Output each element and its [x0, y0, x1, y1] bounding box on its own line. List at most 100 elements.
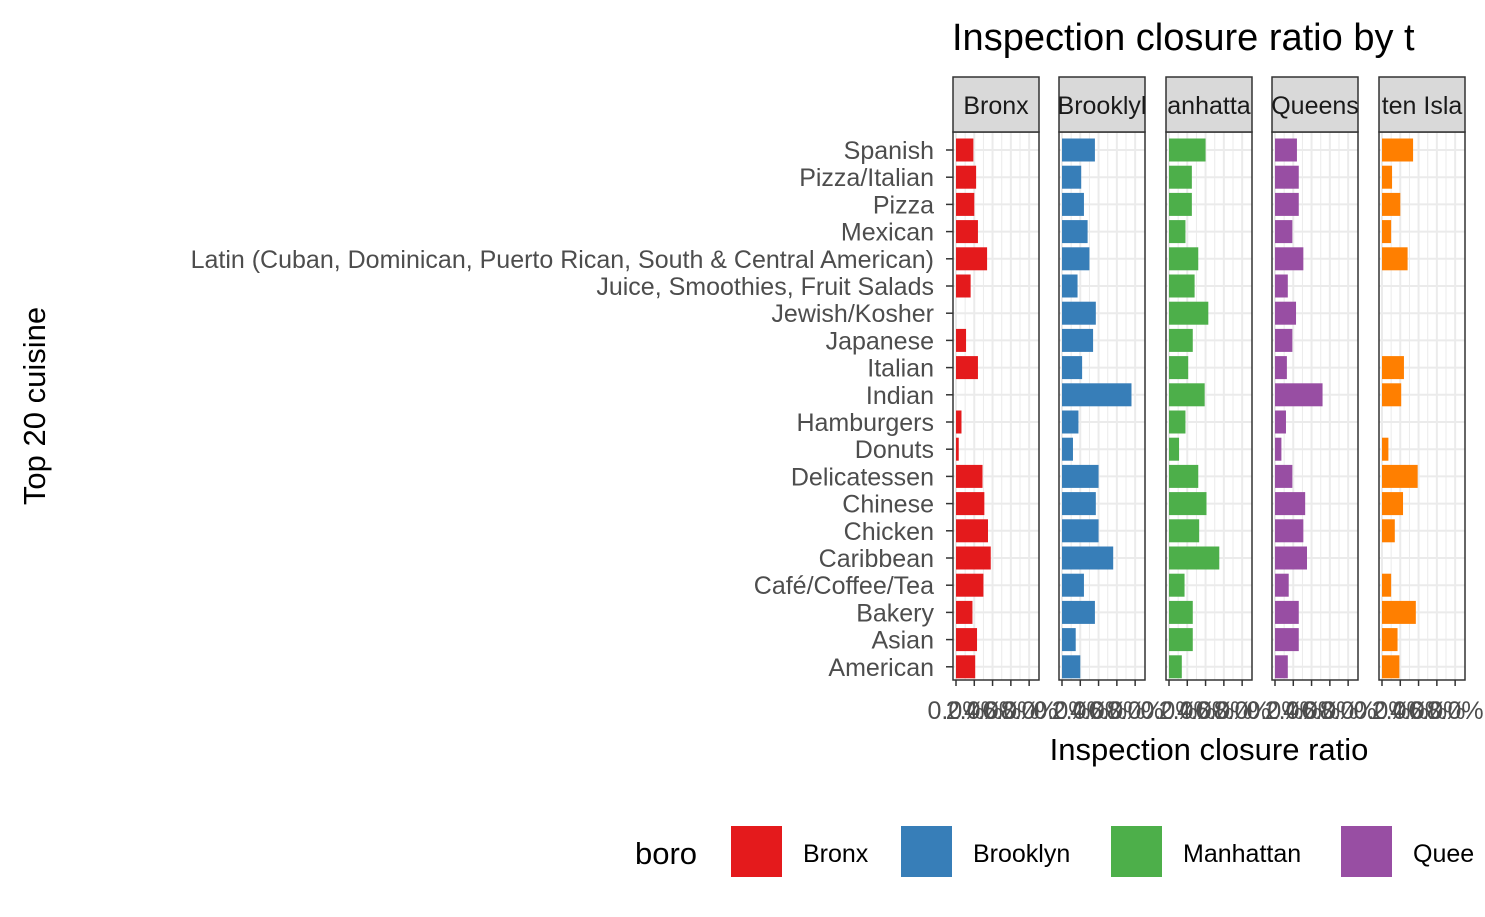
bar [1062, 410, 1079, 434]
legend-key [731, 826, 782, 877]
x-tick-label: 6.0% [1088, 697, 1145, 725]
bar [1275, 383, 1323, 407]
bar [1275, 356, 1287, 380]
bar [1062, 192, 1084, 216]
y-tick-label: Bakery [856, 599, 934, 627]
y-tick-label: Delicatessen [791, 463, 934, 491]
bar [1169, 492, 1207, 516]
x-axis-ticks: 0.0%2.0%4.0%6.0%8.0% [1141, 680, 1271, 725]
legend-label: Bronx [803, 840, 869, 868]
bar [1275, 274, 1288, 298]
facet-panel: anhatta 0.0%2.0%4.0%6.0%8.0% [1141, 76, 1271, 725]
legend-label: Brooklyn [973, 840, 1070, 868]
bar [1382, 600, 1416, 624]
y-tick-label: Café/Coffee/Tea [754, 572, 934, 600]
bar [1275, 600, 1299, 624]
x-tick-label: 6.0% [1195, 697, 1252, 725]
bar [1275, 546, 1307, 570]
facet-panel: Brooklyl 0.0%2.0%4.0%6.0%8.0% [1034, 76, 1164, 725]
x-tick-label: 6.0% [1408, 697, 1465, 725]
bar [1275, 301, 1297, 325]
bar [956, 492, 985, 516]
x-tick-label: 6.0% [982, 697, 1039, 725]
bar [1062, 165, 1082, 189]
legend-key [1341, 826, 1392, 877]
legend-label: Manhattan [1183, 840, 1301, 868]
x-axis-ticks: 0.0%2.0%4.0%6.0%8.0% [928, 680, 1058, 725]
facet-strip [1165, 76, 1253, 133]
facet-strip [952, 76, 1040, 133]
bar [956, 573, 984, 597]
facet-panel: Bronx 0.0%2.0%4.0%6.0%8.0% [928, 76, 1058, 725]
x-axis-ticks: 0.0%2.0%4.0%6.0%8.0% [1247, 680, 1377, 725]
chart-title: Inspection closure ratio by t [952, 17, 1415, 59]
bar [1169, 573, 1185, 597]
x-tick-label: 2.0% [1052, 697, 1109, 725]
bar [1382, 492, 1404, 516]
y-tick-label: Jewish/Kosher [771, 300, 934, 328]
y-tick-label: Spanish [844, 137, 934, 165]
bar [1169, 383, 1205, 407]
y-tick-label: Indian [866, 382, 934, 410]
bar [1169, 519, 1200, 543]
bar [956, 247, 988, 271]
x-tick-label: 4.0% [1390, 697, 1447, 725]
bar [1062, 138, 1095, 162]
x-tick-label: 4.0% [1177, 697, 1234, 725]
bar [1169, 301, 1209, 325]
bars-staten-island [1382, 138, 1418, 679]
bar [1275, 464, 1293, 488]
facet-panel: ten Isla 0.0%2.0%4.0%6.0%8.0% [1354, 76, 1484, 725]
bar [1382, 437, 1389, 461]
bar [1062, 301, 1096, 325]
facet-strip-label: anhatta [1167, 92, 1251, 120]
x-tick-label: 2.0% [946, 697, 1003, 725]
y-tick-label: Donuts [855, 436, 934, 464]
bar [1275, 165, 1299, 189]
x-tick-label: 6.0% [1301, 697, 1358, 725]
x-tick-label: 8.0% [1214, 697, 1271, 725]
facet-panel: Queens 0.0%2.0%4.0%6.0%8.0% [1247, 76, 1377, 725]
bar [1382, 247, 1408, 271]
bar [1382, 383, 1402, 407]
bar [956, 138, 974, 162]
y-tick-label: Latin (Cuban, Dominican, Puerto Rican, S… [191, 246, 934, 274]
facet-strip-label: Brooklyl [1058, 92, 1147, 120]
bar [956, 519, 988, 543]
bar [1062, 628, 1076, 652]
bar [956, 600, 973, 624]
y-tick-label: Italian [867, 355, 934, 383]
bar [1275, 655, 1288, 679]
bar [1169, 165, 1192, 189]
bar [1382, 573, 1392, 597]
bar [1169, 628, 1193, 652]
bar [956, 546, 991, 570]
bar [1275, 328, 1293, 352]
bar [1169, 328, 1193, 352]
bar [1382, 220, 1392, 244]
bar [956, 628, 978, 652]
bar [1382, 464, 1418, 488]
y-tick-label: Mexican [841, 219, 934, 247]
bar [1169, 600, 1193, 624]
bar [956, 464, 983, 488]
y-tick-label: Chicken [844, 518, 934, 546]
x-tick-label: 0.0% [1141, 697, 1198, 725]
bar [1062, 437, 1073, 461]
bar [1275, 138, 1297, 162]
bar [1275, 410, 1286, 434]
x-tick-label: 8.0% [1427, 697, 1484, 725]
bar [1062, 328, 1094, 352]
x-tick-label: 2.0% [1372, 697, 1429, 725]
bar [1169, 410, 1186, 434]
bar [1275, 220, 1293, 244]
bar [1382, 655, 1400, 679]
x-tick-label: 2.0% [1159, 697, 1216, 725]
facet-strip-label: ten Isla [1382, 92, 1463, 120]
bar [1169, 192, 1192, 216]
legend-key [901, 826, 952, 877]
y-axis-label: Top 20 cuisine [17, 307, 52, 505]
x-axis-ticks: 0.0%2.0%4.0%6.0%8.0% [1034, 680, 1164, 725]
bar [1275, 628, 1299, 652]
bar [1169, 655, 1182, 679]
